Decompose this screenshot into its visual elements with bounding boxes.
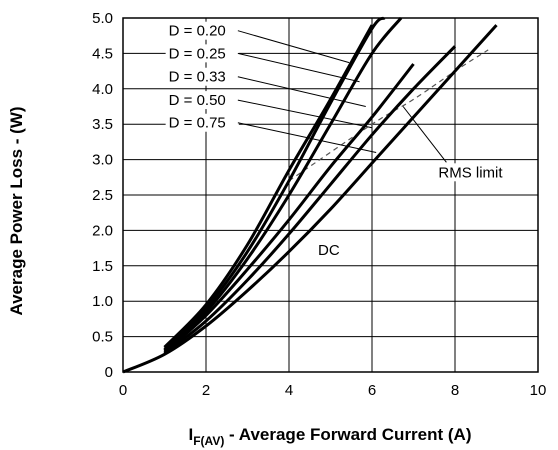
y-tick-label: 0 <box>105 364 113 381</box>
x-axis-label-subscript: F(AV) <box>193 434 224 448</box>
annotation-label-dc: DC <box>318 242 340 259</box>
annotation-bg-d-0-20 <box>165 21 239 40</box>
annotation-label-d-0-50: D = 0.50 <box>169 92 226 109</box>
y-tick-label: 2.5 <box>92 187 113 204</box>
series-line-dc <box>122 24 498 374</box>
plot-frame <box>122 17 539 373</box>
y-tick-labels: 0 0.5 1.0 1.5 2.0 2.5 3.0 3.5 4.0 4.5 5.0 <box>92 10 113 381</box>
annotation-leader-d-0-33 <box>237 76 366 107</box>
annotation-bg-d-0-33 <box>165 67 239 86</box>
annotation-label-rms-limit: RMS limit <box>438 164 503 181</box>
x-axis-label-main: I <box>188 425 193 444</box>
x-tick-label: 10 <box>530 382 547 399</box>
series-line-d-0-50 <box>163 63 415 354</box>
x-tick-label: 2 <box>202 382 210 399</box>
annotation-leader-d-0-50 <box>237 99 373 129</box>
annotation-leader-d-0-75 <box>237 122 377 154</box>
x-tick-label: 8 <box>451 382 459 399</box>
annotation-layer: D = 0.20 D = 0.25 D = 0.33 D = 0.50 D = 0.75… <box>165 21 517 260</box>
rms-limit-line <box>288 49 489 182</box>
rms-limit-layer <box>288 49 489 182</box>
series-line-d-0-25 <box>163 16 386 351</box>
x-tick-label: 0 <box>119 382 127 399</box>
annotation-leader-d-0-20 <box>237 30 350 64</box>
annotation-label-d-0-75: D = 0.75 <box>169 115 226 132</box>
annotation-bg-d-0-25 <box>165 44 239 63</box>
series-layer <box>122 16 498 374</box>
series-line-d-0-75 <box>163 45 457 355</box>
x-axis-label-rest: - Average Forward Current (A) <box>224 425 471 444</box>
annotation-bg-rms-limit <box>435 163 517 182</box>
x-tick-label: 4 <box>285 382 293 399</box>
series-line-d-0-33 <box>163 17 403 352</box>
y-tick-label: 2.0 <box>92 222 113 239</box>
annotation-leader-d-0-25 <box>237 52 360 83</box>
y-tick-label: 1.5 <box>92 258 113 275</box>
x-tick-labels: 0 2 4 6 8 10 <box>119 382 547 399</box>
y-tick-label: 4.0 <box>92 81 113 98</box>
y-tick-label: 4.5 <box>92 45 113 62</box>
x-tick-label: 6 <box>368 382 376 399</box>
annotation-bg-d-0-75 <box>165 113 239 132</box>
y-tick-label: 3.5 <box>92 116 113 133</box>
y-tick-label: 3.0 <box>92 152 113 169</box>
annotation-bg-d-0-50 <box>165 91 239 110</box>
annotation-label-d-0-20: D = 0.20 <box>169 23 226 40</box>
x-axis-label: IF(AV) - Average Forward Current (A) <box>188 425 471 448</box>
annotation-label-d-0-25: D = 0.25 <box>169 45 226 62</box>
annotation-label-d-0-33: D = 0.33 <box>169 69 226 86</box>
y-tick-label: 5.0 <box>92 10 113 27</box>
y-tick-label: 0.5 <box>92 329 113 346</box>
annotation-bg-dc <box>315 241 338 260</box>
y-axis-label: Average Power Loss - (W) <box>7 106 26 315</box>
y-tick-label: 1.0 <box>92 293 113 310</box>
annotation-leader-rms-limit <box>402 106 447 163</box>
